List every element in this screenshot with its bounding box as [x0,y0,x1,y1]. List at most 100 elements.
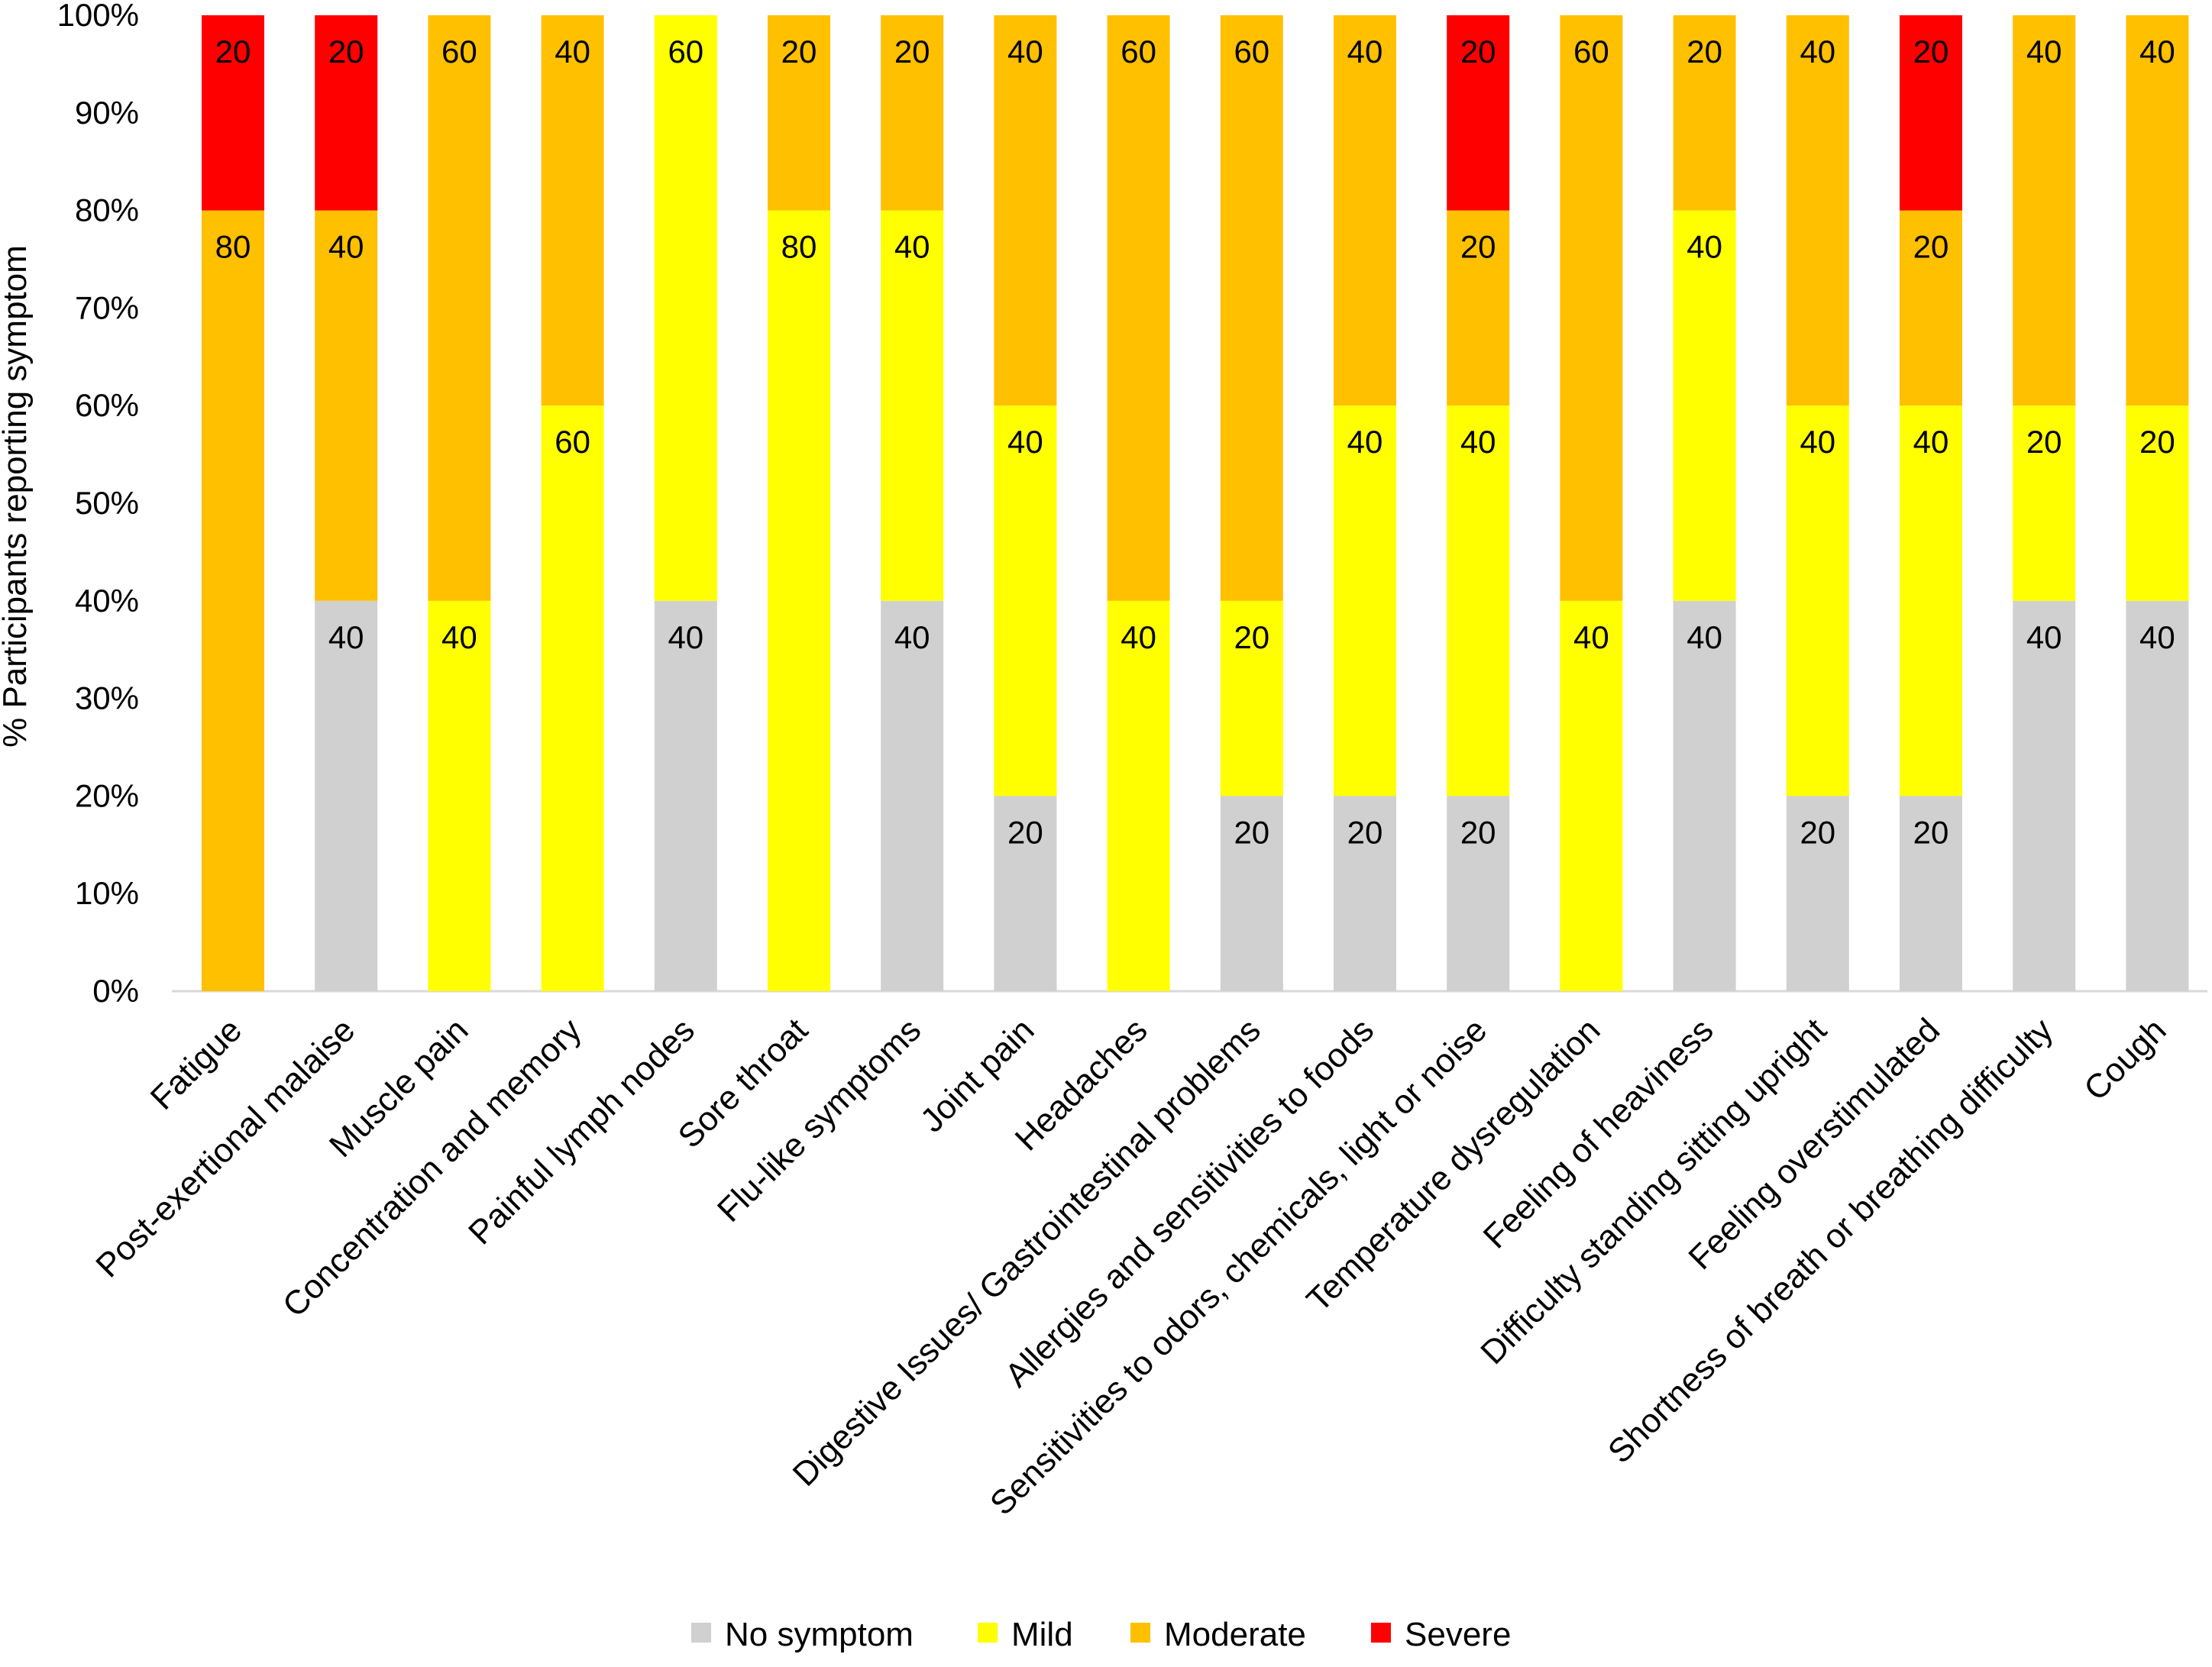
legend-label: No symptom [725,1616,914,1653]
bar-segment-mild [1673,210,1736,601]
y-tick-label: 10% [75,875,139,911]
legend: No symptom Mild Moderate Severe [691,1616,1511,1653]
bar-segment-severe [202,15,264,211]
x-category-label: Fatigue [144,1011,249,1116]
data-label: 40 [1007,424,1043,460]
data-label: 40 [1800,424,1835,460]
bar-segment-moderate [1447,210,1510,406]
data-label: 80 [781,229,817,265]
data-label: 40 [328,229,364,265]
bar-segment-no-symptom [1220,796,1283,991]
data-label: 20 [894,34,930,69]
data-label: 40 [2139,619,2175,655]
y-tick-label: 70% [75,289,139,325]
bar-segment-severe [1447,15,1510,211]
data-label: 40 [2026,619,2062,655]
bar-segment-moderate [315,210,378,601]
data-label: 20 [1007,814,1043,850]
bar-segment-mild [1334,405,1396,796]
y-axis-title: % Participants reporting symptom [0,245,34,748]
data-label: 20 [1913,229,1949,265]
bar-segment-moderate [541,15,604,406]
data-label: 60 [1234,34,1269,69]
y-tick-label: 50% [75,485,139,521]
data-label: 20 [2139,424,2175,460]
data-label: 40 [1460,424,1496,460]
y-tick-label: 80% [75,192,139,228]
bar-segment-no-symptom [881,600,944,991]
data-label: 20 [2026,424,2062,460]
y-tick-label: 20% [75,777,139,813]
bar-segment-mild [2013,405,2076,601]
data-label: 20 [1460,814,1496,850]
x-category-label: Cough [2077,1011,2173,1107]
bar-segment-no-symptom [1673,600,1736,991]
bar-segment-mild [654,15,717,601]
data-label: 40 [1573,619,1609,655]
bar-segment-moderate [768,15,830,211]
y-axis-ticks: 0% 10% 20% 30% 40% 50% 60% 70% 80% 90% 100% [57,0,139,1009]
bar-segment-moderate [994,15,1057,406]
bar-segment-no-symptom [1334,796,1396,991]
data-label: 60 [1121,34,1156,69]
bar-segment-moderate [428,15,491,601]
bar-segment-moderate [202,210,264,992]
y-tick-label: 100% [57,0,139,33]
y-tick-label: 30% [75,680,139,716]
data-label: 20 [1460,229,1496,265]
bar-segment-moderate [1673,15,1736,211]
bar-segment-no-symptom [2126,600,2189,991]
bar-segment-no-symptom [1786,796,1849,991]
data-label: 40 [894,619,930,655]
bar-segment-moderate [1900,210,1962,406]
bar-segment-moderate [1107,15,1170,601]
data-label: 40 [555,34,590,69]
data-label: 40 [1347,424,1383,460]
data-labels: 80 20 40 40 20 40 60 60 40 40 60 80 20 40 40 20 20 40 40 40… [215,34,2175,850]
x-category-label: Feeling of heaviness [1476,1011,1721,1255]
data-label: 40 [894,229,930,265]
bar-segment-no-symptom [1900,796,1962,991]
data-label: 40 [1007,34,1043,69]
data-label: 20 [1234,619,1269,655]
data-label: 40 [1686,619,1722,655]
bar-segment-severe [1900,15,1962,211]
legend-label: Severe [1405,1616,1511,1653]
legend-swatch [978,1623,998,1643]
bar-segment-mild [1220,600,1283,796]
y-tick-label: 60% [75,387,139,423]
bar-segment-moderate [2013,15,2076,406]
data-label: 40 [1121,619,1156,655]
data-label: 20 [1913,814,1949,850]
data-label: 60 [555,424,590,460]
bar-segment-mild [428,600,491,991]
legend-swatch [1130,1623,1150,1643]
data-label: 60 [668,34,703,69]
data-label: 20 [1234,814,1269,850]
data-label: 40 [1347,34,1383,69]
data-label: 40 [1913,424,1949,460]
bar-segment-moderate [1786,15,1849,406]
bar-segment-moderate [1560,15,1623,601]
data-label: 20 [781,34,817,69]
bar-segment-no-symptom [2013,600,2076,991]
data-label: 40 [2026,34,2062,69]
y-tick-label: 0% [92,973,139,1009]
bar-segment-mild [1560,600,1623,991]
bar-segment-mild [1900,405,1962,796]
bar-segment-no-symptom [315,600,378,991]
data-label: 40 [2139,34,2175,69]
data-label: 20 [1460,34,1496,69]
bar-segment-mild [881,210,944,601]
data-label: 20 [215,34,251,69]
data-label: 40 [1800,34,1835,69]
bar-segment-moderate [881,15,944,211]
legend-label: Mild [1011,1616,1073,1653]
bar-segment-mild [2126,405,2189,601]
y-tick-label: 40% [75,583,139,619]
data-label: 20 [1913,34,1949,69]
data-label: 60 [1573,34,1609,69]
data-label: 20 [328,34,364,69]
